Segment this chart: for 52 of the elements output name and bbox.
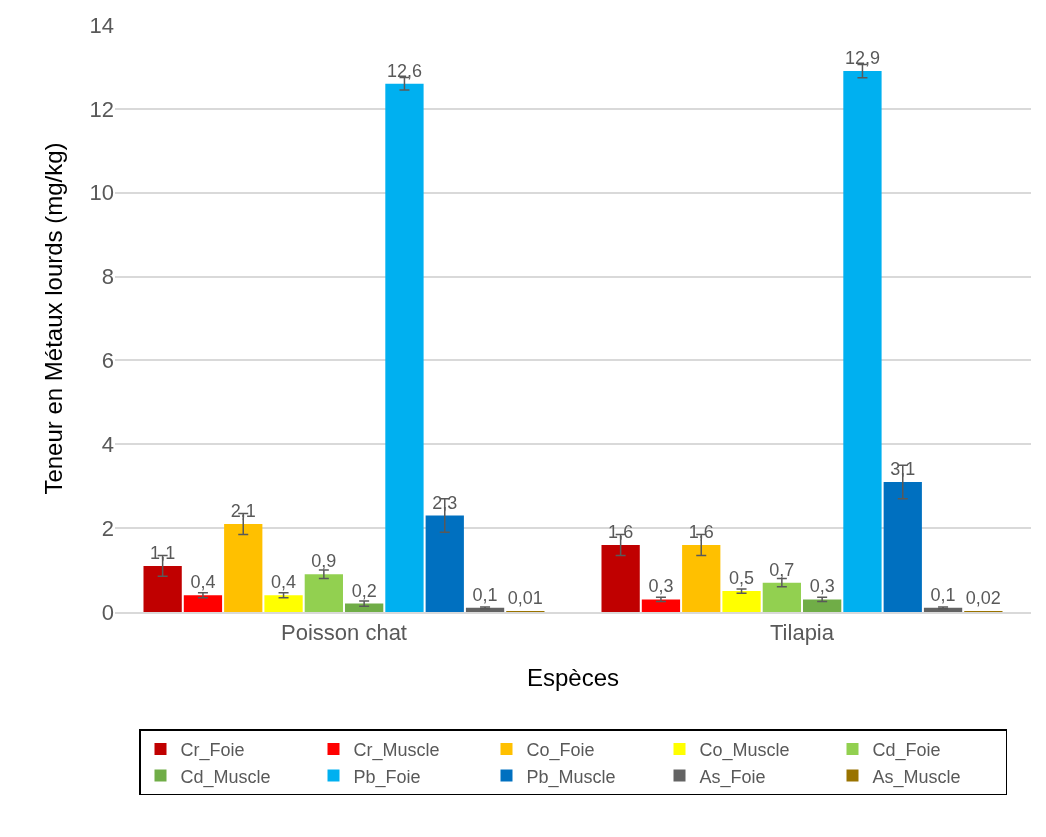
- bar: [803, 599, 842, 612]
- x-tick-label: Poisson chat: [281, 620, 407, 646]
- bar: [304, 574, 343, 612]
- bar: [762, 582, 801, 612]
- legend-label: Pb_Foie: [353, 766, 421, 788]
- bar: [264, 595, 303, 612]
- y-tick-label: 14: [89, 12, 114, 38]
- y-tick-label: 2: [101, 515, 114, 541]
- bar: [682, 544, 721, 612]
- x-tick-label: Tilapia: [770, 620, 835, 646]
- data-label: 0,7: [769, 559, 795, 580]
- bar: [722, 591, 761, 612]
- legend-label: Cr_Foie: [180, 740, 245, 762]
- bar: [224, 523, 263, 612]
- x-axis-title: Espèces: [526, 663, 620, 691]
- data-label: 1,6: [608, 521, 634, 542]
- data-label: 0,4: [271, 572, 297, 593]
- bar: [425, 515, 464, 612]
- legend-label: Pb_Muscle: [526, 766, 616, 788]
- data-label: 0,1: [472, 584, 498, 605]
- legend-label: Cr_Muscle: [353, 740, 440, 762]
- y-tick-label: 12: [89, 96, 114, 122]
- legend-label: Cd_Foie: [872, 740, 941, 762]
- bar: [883, 482, 922, 612]
- y-axis-title: Teneur en Métaux lourds (mg/kg): [39, 142, 67, 495]
- data-label: 12,9: [844, 48, 880, 69]
- legend-label: As_Muscle: [872, 766, 961, 788]
- bar: [143, 565, 182, 612]
- legend-label: Co_Muscle: [699, 740, 790, 762]
- bar: [641, 599, 681, 612]
- data-label: 12,6: [386, 60, 422, 81]
- data-label: 0,2: [351, 580, 377, 601]
- data-label: 0,3: [809, 576, 835, 597]
- bar: [601, 544, 640, 612]
- data-label: 0,5: [729, 568, 755, 589]
- data-label: 0,01: [507, 588, 543, 608]
- data-label: 0,9: [311, 551, 337, 572]
- legend-label: Co_Foie: [526, 740, 595, 762]
- y-tick-label: 10: [89, 180, 114, 206]
- legend-label: Cd_Muscle: [180, 766, 271, 788]
- y-tick-label: 0: [101, 599, 114, 625]
- y-tick-label: 8: [101, 264, 114, 290]
- data-label: 0,02: [965, 588, 1001, 608]
- data-label: 0,3: [648, 576, 674, 597]
- y-tick-label: 6: [101, 348, 114, 374]
- bar: [183, 595, 223, 612]
- legend-label: As_Foie: [699, 766, 766, 788]
- data-label: 0,1: [930, 584, 956, 605]
- bar: [385, 83, 424, 612]
- data-label: 0,4: [190, 572, 216, 593]
- y-tick-label: 4: [101, 431, 114, 457]
- bar: [843, 71, 882, 612]
